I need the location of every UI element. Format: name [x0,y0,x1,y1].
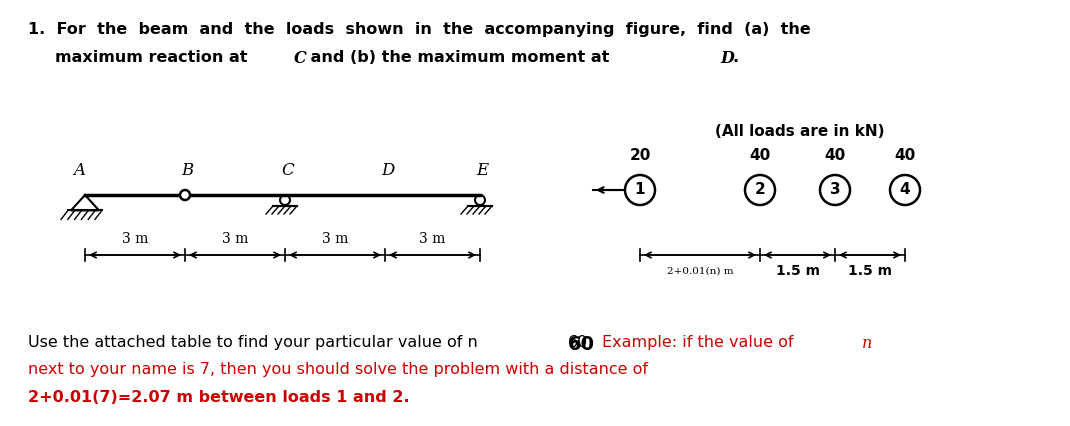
Text: maximum reaction at: maximum reaction at [55,50,254,65]
Text: D: D [720,50,734,67]
Text: .: . [732,50,738,65]
Text: 3 m: 3 m [221,232,248,246]
Text: and (b) the maximum moment at: and (b) the maximum moment at [305,50,615,65]
Text: C: C [281,162,294,179]
Text: C: C [294,50,307,67]
Text: 40: 40 [895,147,916,162]
Text: 1: 1 [635,182,645,198]
Text: n: n [862,335,872,352]
Text: D: D [381,162,395,179]
Text: 3 m: 3 m [122,232,148,246]
Text: 1.5 m: 1.5 m [776,264,820,278]
Text: 20: 20 [629,147,651,162]
Text: Example: if the value of: Example: if the value of [602,335,798,350]
Text: B: B [181,162,194,179]
Text: 2+0.01(7)=2.07 m between loads 1 and 2.: 2+0.01(7)=2.07 m between loads 1 and 2. [28,390,410,405]
Text: 4: 4 [900,182,911,198]
Text: 2+0.01(n) m: 2+0.01(n) m [667,267,733,276]
Text: 1.5 m: 1.5 m [849,264,892,278]
Text: 40: 40 [749,147,770,162]
Text: 3: 3 [829,182,840,198]
Text: Use the attached table to find your particular value of n: Use the attached table to find your part… [28,335,477,350]
Text: next to your name is 7, then you should solve the problem with a distance of: next to your name is 7, then you should … [28,362,648,377]
Text: 40: 40 [824,147,845,162]
Text: E: E [476,162,488,179]
Text: 1.  For  the  beam  and  the  loads  shown  in  the  accompanying  figure,  find: 1. For the beam and the loads shown in t… [28,22,811,37]
Text: 3 m: 3 m [419,232,446,246]
Text: 60: 60 [568,335,595,354]
Circle shape [180,190,190,200]
Text: 60: 60 [568,335,589,350]
Text: (All loads are in kN): (All loads are in kN) [715,124,885,139]
Text: A: A [73,162,85,179]
Text: 3 m: 3 m [322,232,348,246]
Text: 2: 2 [754,182,765,198]
